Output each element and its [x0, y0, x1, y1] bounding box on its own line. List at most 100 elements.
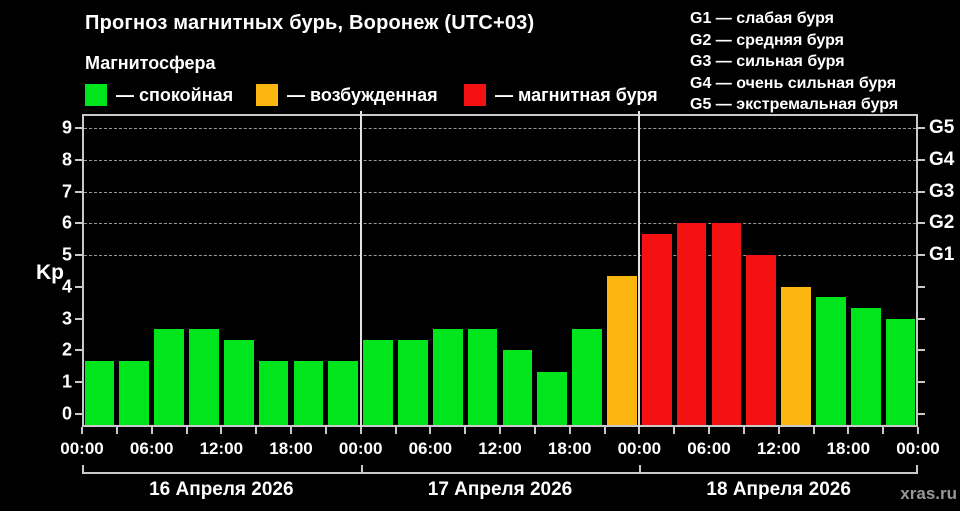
kp-bar [572, 329, 602, 425]
y-tick-right [918, 222, 925, 225]
kp-bar [432, 329, 463, 425]
x-tick [324, 427, 327, 434]
x-tick [917, 427, 919, 434]
gridline-kp5 [84, 255, 916, 257]
y-tick-label: 0 [61, 403, 72, 424]
y-tick-label: 2 [61, 339, 72, 360]
kp-bar [607, 276, 637, 425]
chart-subtitle: Магнитосфера [85, 53, 216, 73]
x-tick [115, 427, 118, 434]
y-tick-left [75, 349, 82, 352]
x-tick [499, 427, 501, 434]
y-tick-left [75, 380, 82, 383]
y-tick-label: 1 [61, 371, 72, 392]
kp-bar [537, 371, 568, 425]
kp-bar [258, 360, 289, 425]
kp-bar [746, 255, 777, 425]
watermark: xras.ru [900, 484, 957, 503]
legend-swatch-quiet-icon [85, 84, 107, 106]
date-bracket-tick [639, 465, 642, 474]
gridline-kp7 [84, 191, 916, 193]
legend-item-label: — возбужденная [287, 84, 438, 105]
kp-bar [84, 360, 115, 425]
g-legend-line: G2 — средняя буря [690, 31, 844, 49]
kp-bar [293, 360, 324, 425]
kp-bar [676, 223, 707, 425]
x-tick-label: 06:00 [129, 439, 174, 458]
g-legend-line: G3 — сильная буря [690, 53, 845, 70]
y-tick-right [918, 317, 925, 320]
kp-bar [502, 350, 533, 425]
legend-swatch-unsettled-icon [256, 84, 278, 106]
day-separator [359, 111, 362, 427]
date-label: 16 Апреля 2026 [149, 479, 294, 500]
y-axis-title: Kp [36, 261, 64, 284]
x-tick-label: 18:00 [826, 439, 871, 458]
x-tick [847, 427, 850, 434]
y-tick-left [75, 254, 82, 257]
g-legend-line: G4 — очень сильная буря [690, 74, 897, 92]
date-bracket-line [82, 472, 917, 474]
kp-bar [711, 223, 742, 425]
g-scale-legend: G1 — слабая буря G2 — средняя буря G3 — си… [690, 8, 898, 116]
x-tick [777, 427, 780, 434]
x-tick-label: 12:00 [199, 439, 244, 458]
x-tick-label: 12:00 [756, 439, 801, 458]
y-tick-left [75, 412, 82, 415]
x-tick [742, 427, 745, 434]
y-tick-right [918, 380, 925, 383]
x-tick [255, 427, 258, 434]
y-tick-left [75, 317, 82, 320]
x-tick-label: 18:00 [547, 439, 592, 458]
x-tick [464, 427, 467, 434]
y-tick-right [918, 158, 925, 161]
kp-bar [816, 297, 846, 425]
y-tick-left [75, 127, 82, 130]
kp-bar [885, 318, 916, 425]
legend-item-label: — спокойная [116, 84, 234, 105]
date-label: 17 Апреля 2026 [427, 479, 573, 500]
gridline-kp8 [84, 159, 916, 161]
date-bracket-tick [916, 465, 918, 474]
y-tick-right [918, 254, 925, 257]
x-tick [882, 427, 885, 434]
x-tick-label: 00:00 [60, 439, 104, 458]
y-tick-label: 6 [61, 212, 72, 233]
date-bracket-tick [82, 465, 84, 474]
g-axis-label: G1 [929, 244, 955, 266]
x-tick [603, 427, 606, 434]
g-axis-label: G3 [929, 180, 955, 202]
x-tick [568, 427, 571, 434]
x-tick [359, 427, 362, 434]
y-tick-label: 7 [61, 181, 72, 202]
x-tick-label: 06:00 [687, 439, 731, 458]
kp-bar [781, 286, 811, 425]
kp-bar [154, 329, 184, 425]
y-tick-right [918, 190, 925, 193]
kp-bar [641, 233, 672, 425]
kp-bar [467, 329, 498, 425]
x-tick [394, 427, 397, 434]
x-tick-label: 00:00 [338, 439, 383, 458]
y-tick-label: 3 [61, 308, 72, 329]
y-tick-right [918, 127, 925, 130]
g-axis-label: G4 [929, 148, 955, 170]
g-legend-line: G1 — слабая буря [690, 10, 835, 27]
x-tick [290, 427, 292, 434]
legend-item-quiet: — спокойная [85, 84, 233, 106]
legend-item-label: — магнитная буря [495, 84, 658, 105]
day-separator [638, 111, 641, 427]
date-bracket-tick [360, 465, 363, 474]
x-tick [708, 427, 710, 434]
page-title: Прогноз магнитных бурь, Воронеж (UTC+03) [85, 12, 535, 34]
g-axis-label: G5 [929, 117, 955, 139]
y-tick-left [75, 222, 82, 225]
x-tick [812, 427, 815, 434]
kp-bar [398, 339, 428, 425]
x-tick [150, 427, 153, 434]
legend-swatch-storm-icon [464, 84, 486, 106]
kp-bar [850, 308, 881, 425]
y-tick-right [918, 285, 925, 288]
